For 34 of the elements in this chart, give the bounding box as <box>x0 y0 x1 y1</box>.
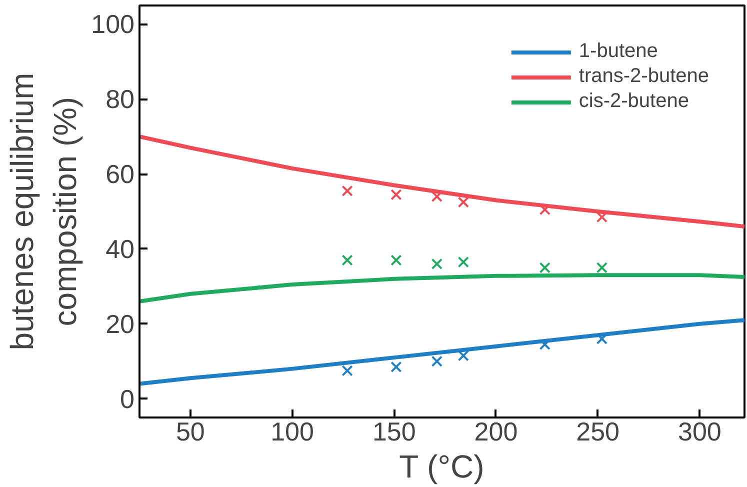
x-tick-label: 300 <box>678 416 722 446</box>
point <box>458 350 469 362</box>
y-tick-label: 100 <box>91 9 135 40</box>
point <box>458 196 469 208</box>
x-tick-label: 100 <box>270 416 314 446</box>
line-series <box>140 318 744 386</box>
x-tick-label: 250 <box>576 416 620 446</box>
x-tick-label: 150 <box>372 416 416 446</box>
point <box>596 262 608 274</box>
line-series <box>140 134 744 228</box>
point <box>431 356 443 367</box>
point <box>539 262 550 274</box>
point <box>390 189 402 200</box>
point <box>539 338 550 350</box>
legend-label: cis-2-butene <box>578 90 689 113</box>
point <box>390 361 402 373</box>
point <box>342 254 353 266</box>
point <box>342 365 353 376</box>
point <box>390 254 402 266</box>
y-tick-label: 0 <box>120 384 135 414</box>
x-axis-title: T (°C) <box>399 448 484 484</box>
y-tick-label: 40 <box>106 234 134 264</box>
y-tick-label: 60 <box>106 159 134 190</box>
point <box>458 256 469 268</box>
y-axis-title: butenes equilibrium composition (%) <box>4 72 84 350</box>
point <box>342 185 353 196</box>
legend-label: trans-2-butene <box>578 65 709 88</box>
point <box>596 212 608 223</box>
x-tick-label: 200 <box>474 416 518 446</box>
legend-label: 1-butene <box>578 40 658 63</box>
x-tick-label: 50 <box>176 416 205 446</box>
y-tick-label: 80 <box>106 84 134 114</box>
point <box>431 258 443 270</box>
y-tick-label: 20 <box>106 308 134 339</box>
